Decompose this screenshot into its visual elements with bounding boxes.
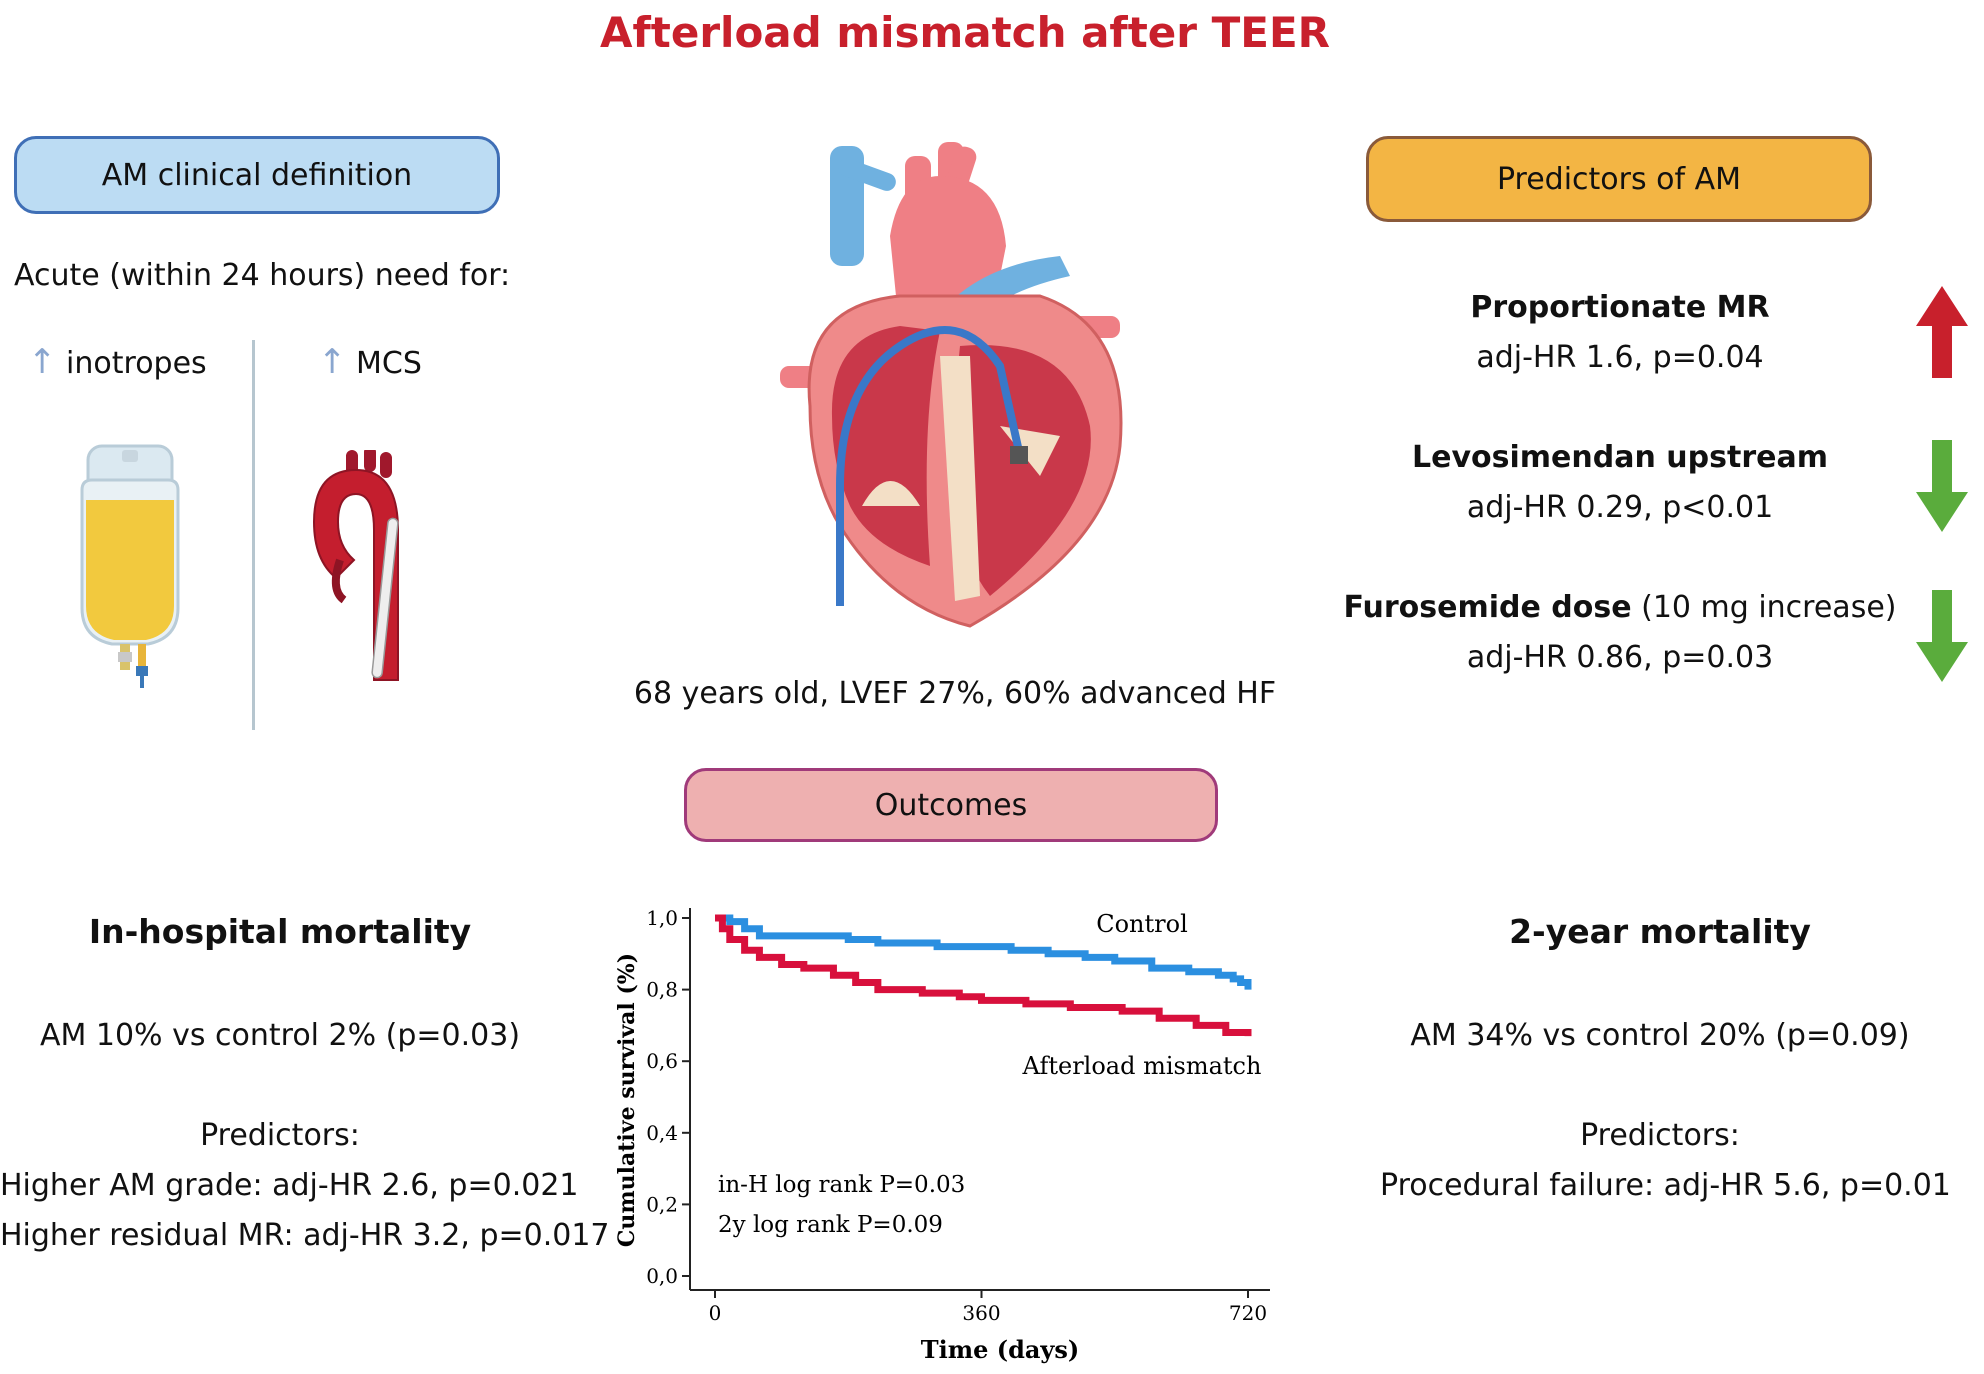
patient-summary: 68 years old, LVEF 27%, 60% advanced HF <box>633 676 1277 711</box>
survival-chart: 0,0 0,2 0,4 0,6 0,8 1,0 0 360 720 Time (days) C… <box>614 906 1270 1364</box>
page-title: Afterload mismatch after TEER <box>600 8 1330 57</box>
x-tick-label: 360 <box>962 1301 1000 1325</box>
arrow-up-icon: ↑ <box>318 342 347 382</box>
predictors-header: Predictors of AM <box>1366 136 1872 222</box>
two-year-predictors-label: Predictors: <box>1580 1118 1740 1153</box>
outcomes-header-label: Outcomes <box>874 787 1028 823</box>
annotation-in-hospital: in-H log rank P=0.03 <box>718 1172 965 1198</box>
y-tick-label: 0,4 <box>646 1121 678 1145</box>
predictor-2-name: Levosimendan upstream <box>1412 440 1828 475</box>
y-tick-label: 0,8 <box>646 978 678 1002</box>
definition-item-mcs: ↑ MCS <box>318 342 422 382</box>
y-tick-label: 1,0 <box>646 906 678 930</box>
definition-header: AM clinical definition <box>14 136 500 214</box>
aorta-mcs-icon <box>312 450 399 681</box>
mcs-label: MCS <box>356 346 422 381</box>
series-line-control <box>715 914 1252 990</box>
two-year-result: AM 34% vs control 20% (p=0.09) <box>1410 1018 1910 1053</box>
in-hospital-title: In-hospital mortality <box>88 912 472 951</box>
series-line-afterload-mismatch <box>715 914 1252 1037</box>
in-hospital-predictor-1: Higher AM grade: adj-HR 2.6, p=0.021 <box>0 1168 579 1203</box>
arrow-up-icon <box>1916 286 1968 378</box>
outcomes-header: Outcomes <box>684 768 1218 842</box>
y-tick-label: 0,2 <box>646 1192 678 1216</box>
predictor-1-stat: adj-HR 1.6, p=0.04 <box>1476 340 1764 375</box>
predictors-header-label: Predictors of AM <box>1496 161 1742 197</box>
x-tick-label: 720 <box>1229 1301 1267 1325</box>
two-year-title: 2-year mortality <box>1509 912 1811 951</box>
definition-header-label: AM clinical definition <box>101 157 413 193</box>
definition-intro: Acute (within 24 hours) need for: <box>14 258 511 293</box>
arrow-up-icon: ↑ <box>28 342 57 382</box>
y-tick-label: 0,0 <box>646 1264 678 1288</box>
definition-divider <box>252 340 255 730</box>
inotropes-label: inotropes <box>66 346 207 381</box>
definition-item-inotropes: ↑ inotropes <box>28 342 207 382</box>
series-label-afterload-mismatch: Afterload mismatch <box>1022 1052 1262 1080</box>
iv-bag-icon <box>80 444 180 688</box>
predictor-3-extra: (10 mg increase) <box>1631 590 1897 625</box>
annotation-two-year: 2y log rank P=0.09 <box>718 1212 943 1238</box>
predictor-3-name-line: Furosemide dose (10 mg increase) <box>1290 590 1950 625</box>
y-axis-label: Cumulative survival (%) <box>614 953 640 1247</box>
arrow-down-icon <box>1916 590 1968 682</box>
x-axis-label: Time (days) <box>921 1335 1080 1364</box>
in-hospital-result: AM 10% vs control 2% (p=0.03) <box>39 1018 521 1053</box>
predictor-2-stat: adj-HR 0.29, p<0.01 <box>1466 490 1774 525</box>
predictor-3-stat: adj-HR 0.86, p=0.03 <box>1466 640 1774 675</box>
predictor-3-name: Furosemide dose <box>1343 590 1632 625</box>
in-hospital-predictor-2: Higher residual MR: adj-HR 3.2, p=0.017 <box>0 1218 610 1253</box>
arrow-down-icon <box>1916 440 1968 532</box>
x-tick-label: 0 <box>709 1301 722 1325</box>
predictor-1-name: Proportionate MR <box>1470 290 1770 325</box>
two-year-predictor-1: Procedural failure: adj-HR 5.6, p=0.01 <box>1380 1168 1951 1203</box>
y-tick-label: 0,6 <box>646 1049 678 1073</box>
series-label-control: Control <box>1096 910 1188 938</box>
heart-illustration <box>780 142 1123 628</box>
in-hospital-predictors-label: Predictors: <box>200 1118 360 1153</box>
